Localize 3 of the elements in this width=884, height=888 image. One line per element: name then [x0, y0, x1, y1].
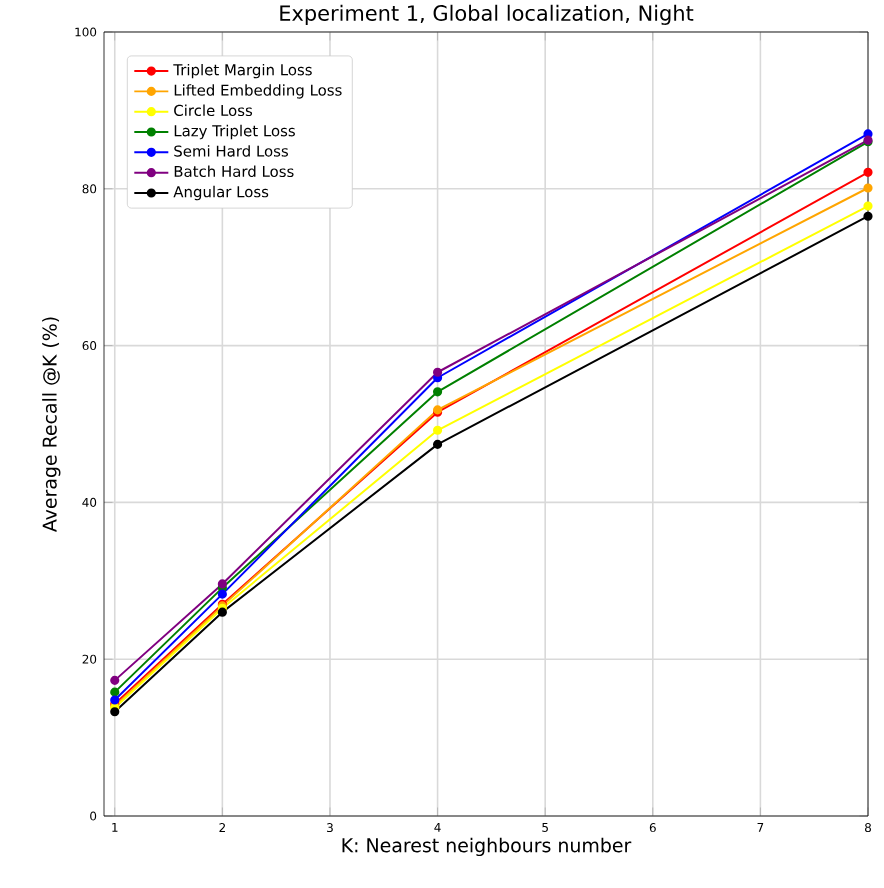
x-axis-title: K: Nearest neighbours number: [342, 837, 632, 857]
chart-title: Experiment 1, Global localization, Night: [280, 4, 694, 25]
y-axis-title: Average Recall @K (%): [42, 317, 61, 533]
